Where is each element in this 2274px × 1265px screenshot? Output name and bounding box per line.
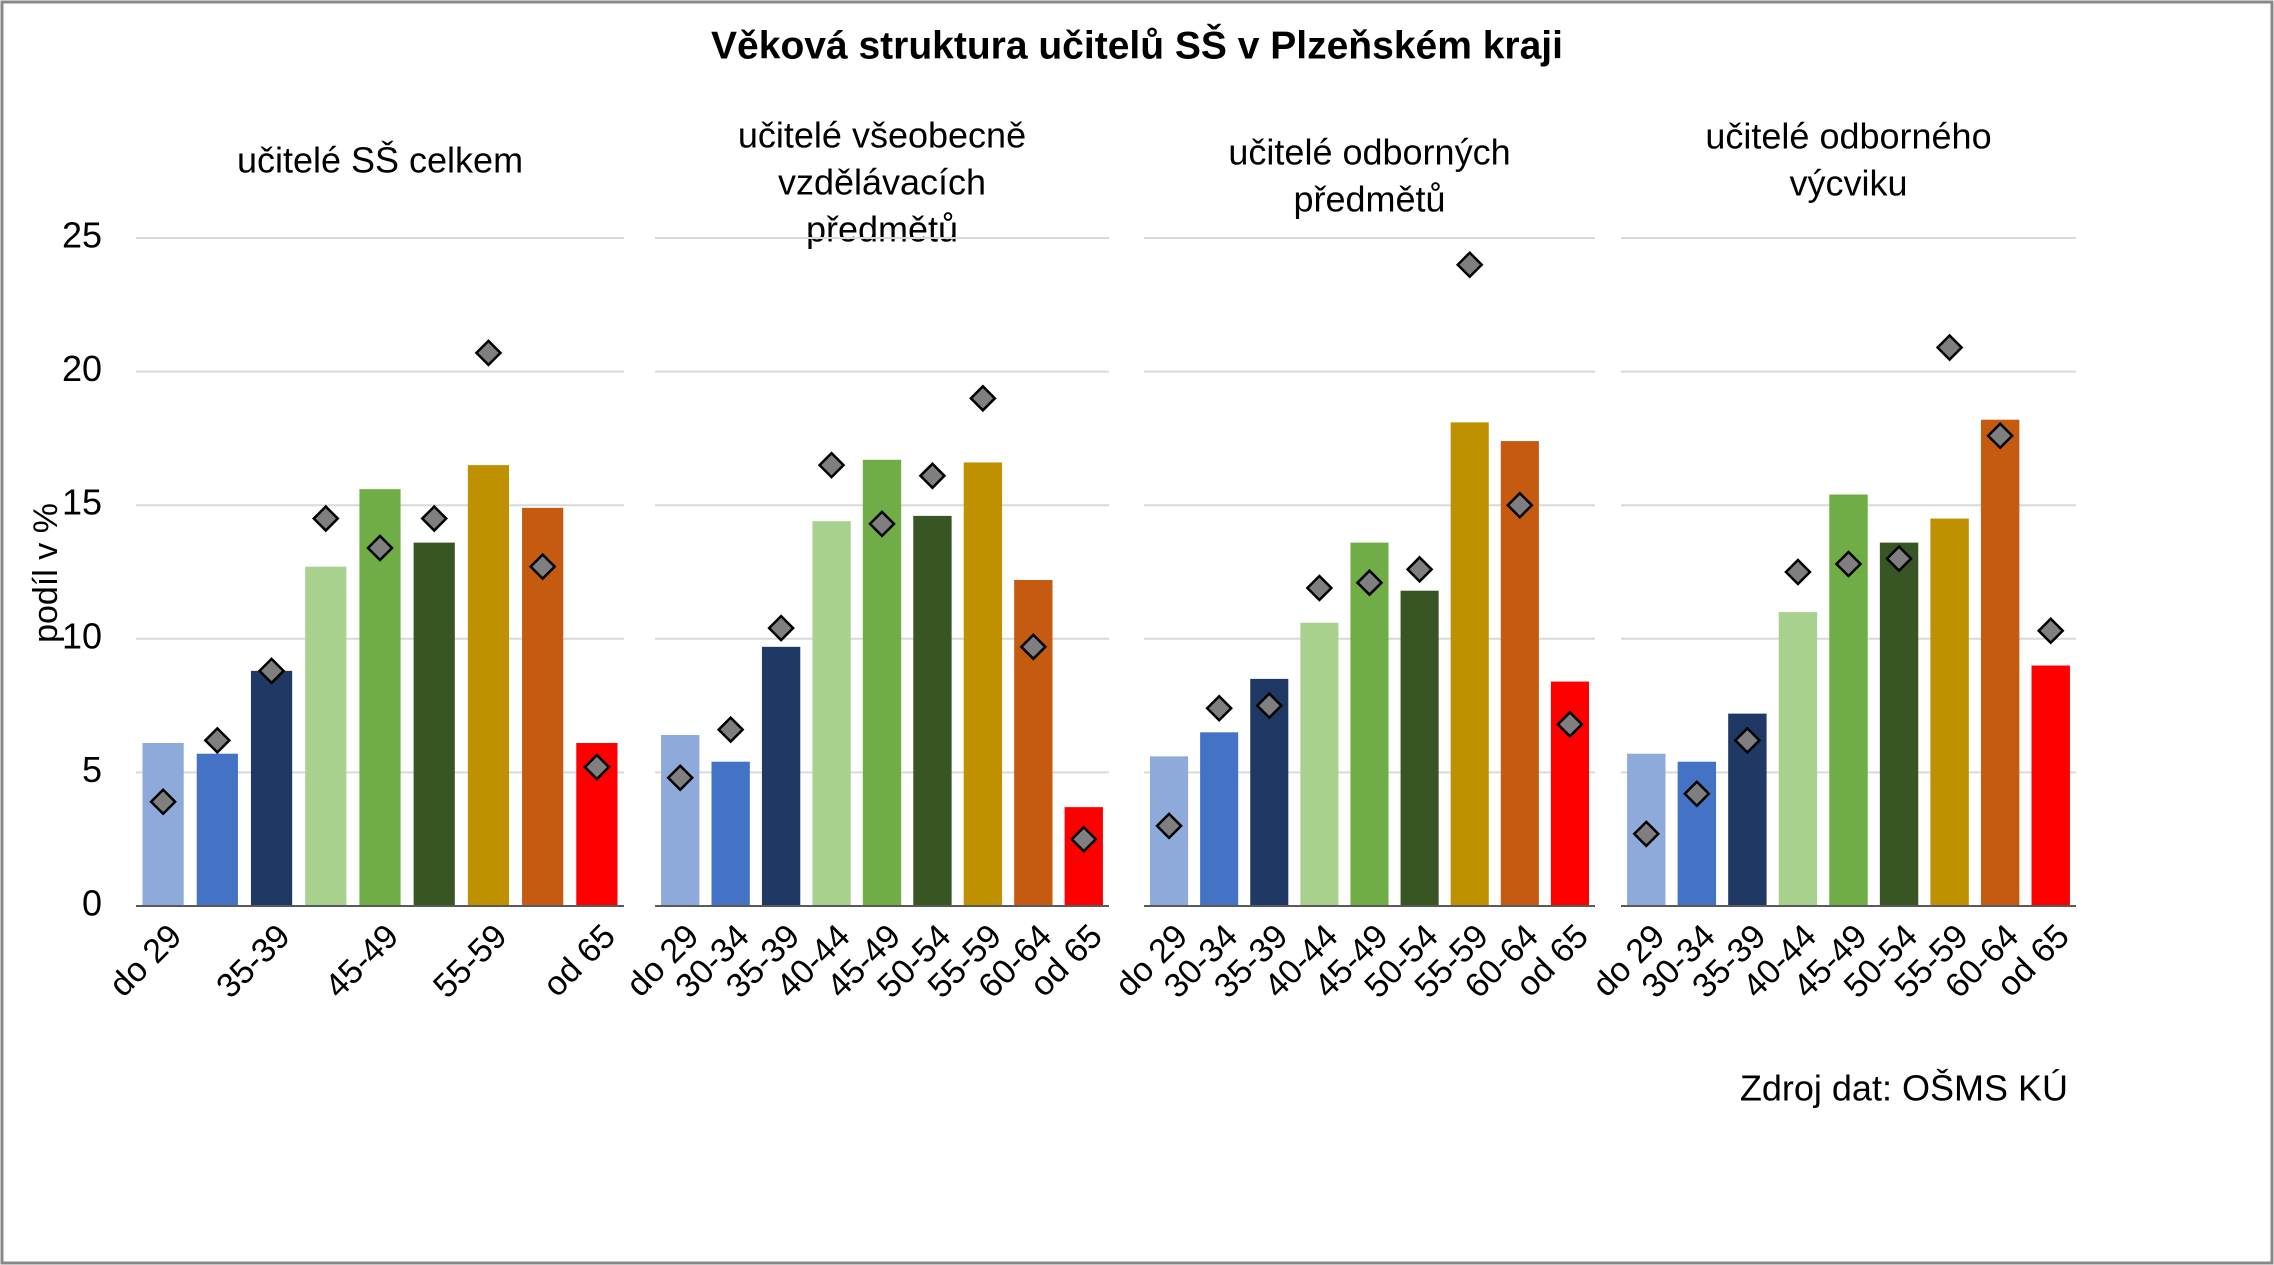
diamond-marker (1255, 691, 1284, 720)
bar (711, 761, 750, 906)
bar (1400, 590, 1439, 906)
diamond-marker (1683, 780, 1711, 808)
panel-title: výcviku (1789, 163, 1907, 204)
bar (413, 542, 455, 906)
diamond-marker (583, 753, 611, 781)
bar (661, 734, 700, 906)
diamond-marker (1205, 694, 1233, 723)
bar (2031, 665, 2070, 906)
diamond-marker (1305, 574, 1334, 602)
bar (1778, 612, 1818, 906)
y-tick-label: 10 (62, 615, 102, 656)
y-tick-label: 20 (62, 348, 102, 389)
source-note: Zdroj dat: OŠMS KÚ (1740, 1068, 2068, 1109)
diamond-marker (1632, 820, 1661, 848)
diamond-marker (312, 504, 340, 533)
diamond-marker (1784, 558, 1812, 586)
bar (467, 465, 510, 906)
bar (761, 646, 801, 906)
diamond-marker (420, 504, 448, 533)
panel-title: učitelé všeobecně (738, 115, 1026, 156)
diamond-marker (1885, 544, 1913, 573)
diamond-marker (1506, 491, 1534, 519)
diamond-marker (528, 552, 557, 581)
diamond-marker (817, 451, 846, 479)
diamond-marker (716, 715, 745, 744)
bar (1014, 580, 1053, 906)
bar (1350, 542, 1389, 906)
diamond-marker (1155, 812, 1183, 840)
panel-title: učitelé odborných (1228, 132, 1510, 173)
diamond-marker (1834, 550, 1863, 578)
diamond-marker (1556, 710, 1584, 739)
bar (1450, 422, 1489, 906)
diamond-marker (666, 763, 694, 792)
diamond-marker (1935, 333, 1964, 362)
diamond-marker (474, 339, 503, 367)
y-tick-label: 25 (62, 215, 102, 256)
diamond-marker (149, 788, 177, 816)
diamond-marker (868, 510, 896, 538)
diamond-marker (1070, 825, 1098, 853)
bar (142, 743, 184, 906)
chart-title: Věková struktura učitelů SŠ v Plzeňském … (711, 22, 1563, 67)
diamond-marker (1355, 568, 1384, 597)
bar (913, 515, 952, 906)
y-tick-label: 5 (82, 749, 102, 790)
panel-title: vzdělávacích (778, 162, 986, 203)
panel-title: předmětů (806, 209, 958, 250)
diamond-marker (1405, 555, 1434, 584)
diamond-marker (1733, 726, 1762, 755)
diamond-marker (203, 726, 232, 755)
bar (1064, 807, 1103, 906)
diamond-marker (1019, 633, 1048, 661)
bar (812, 521, 851, 906)
bar (250, 670, 293, 906)
diamond-marker (969, 384, 997, 413)
bar (1879, 542, 1919, 906)
bar (963, 462, 1003, 906)
bar (1300, 622, 1339, 906)
bar (305, 566, 347, 906)
panel-title: předmětů (1293, 179, 1445, 220)
y-tick-label: 15 (62, 482, 102, 523)
diamond-marker (918, 462, 947, 490)
diamond-marker (1986, 421, 2014, 450)
y-axis-label: podíl v % (27, 503, 65, 643)
panel-title: učitelé odborného (1705, 116, 1991, 157)
bar (196, 753, 238, 906)
y-tick-label: 0 (82, 883, 102, 924)
diamond-marker (257, 657, 286, 685)
bar (1200, 732, 1239, 906)
diamond-marker (1455, 250, 1484, 279)
bar (1980, 419, 2020, 906)
bar (1930, 518, 1969, 906)
diamond-marker (2036, 617, 2065, 645)
diamond-marker (366, 534, 394, 562)
panel-title: učitelé SŠ celkem (237, 140, 523, 181)
diamond-marker (767, 614, 795, 642)
